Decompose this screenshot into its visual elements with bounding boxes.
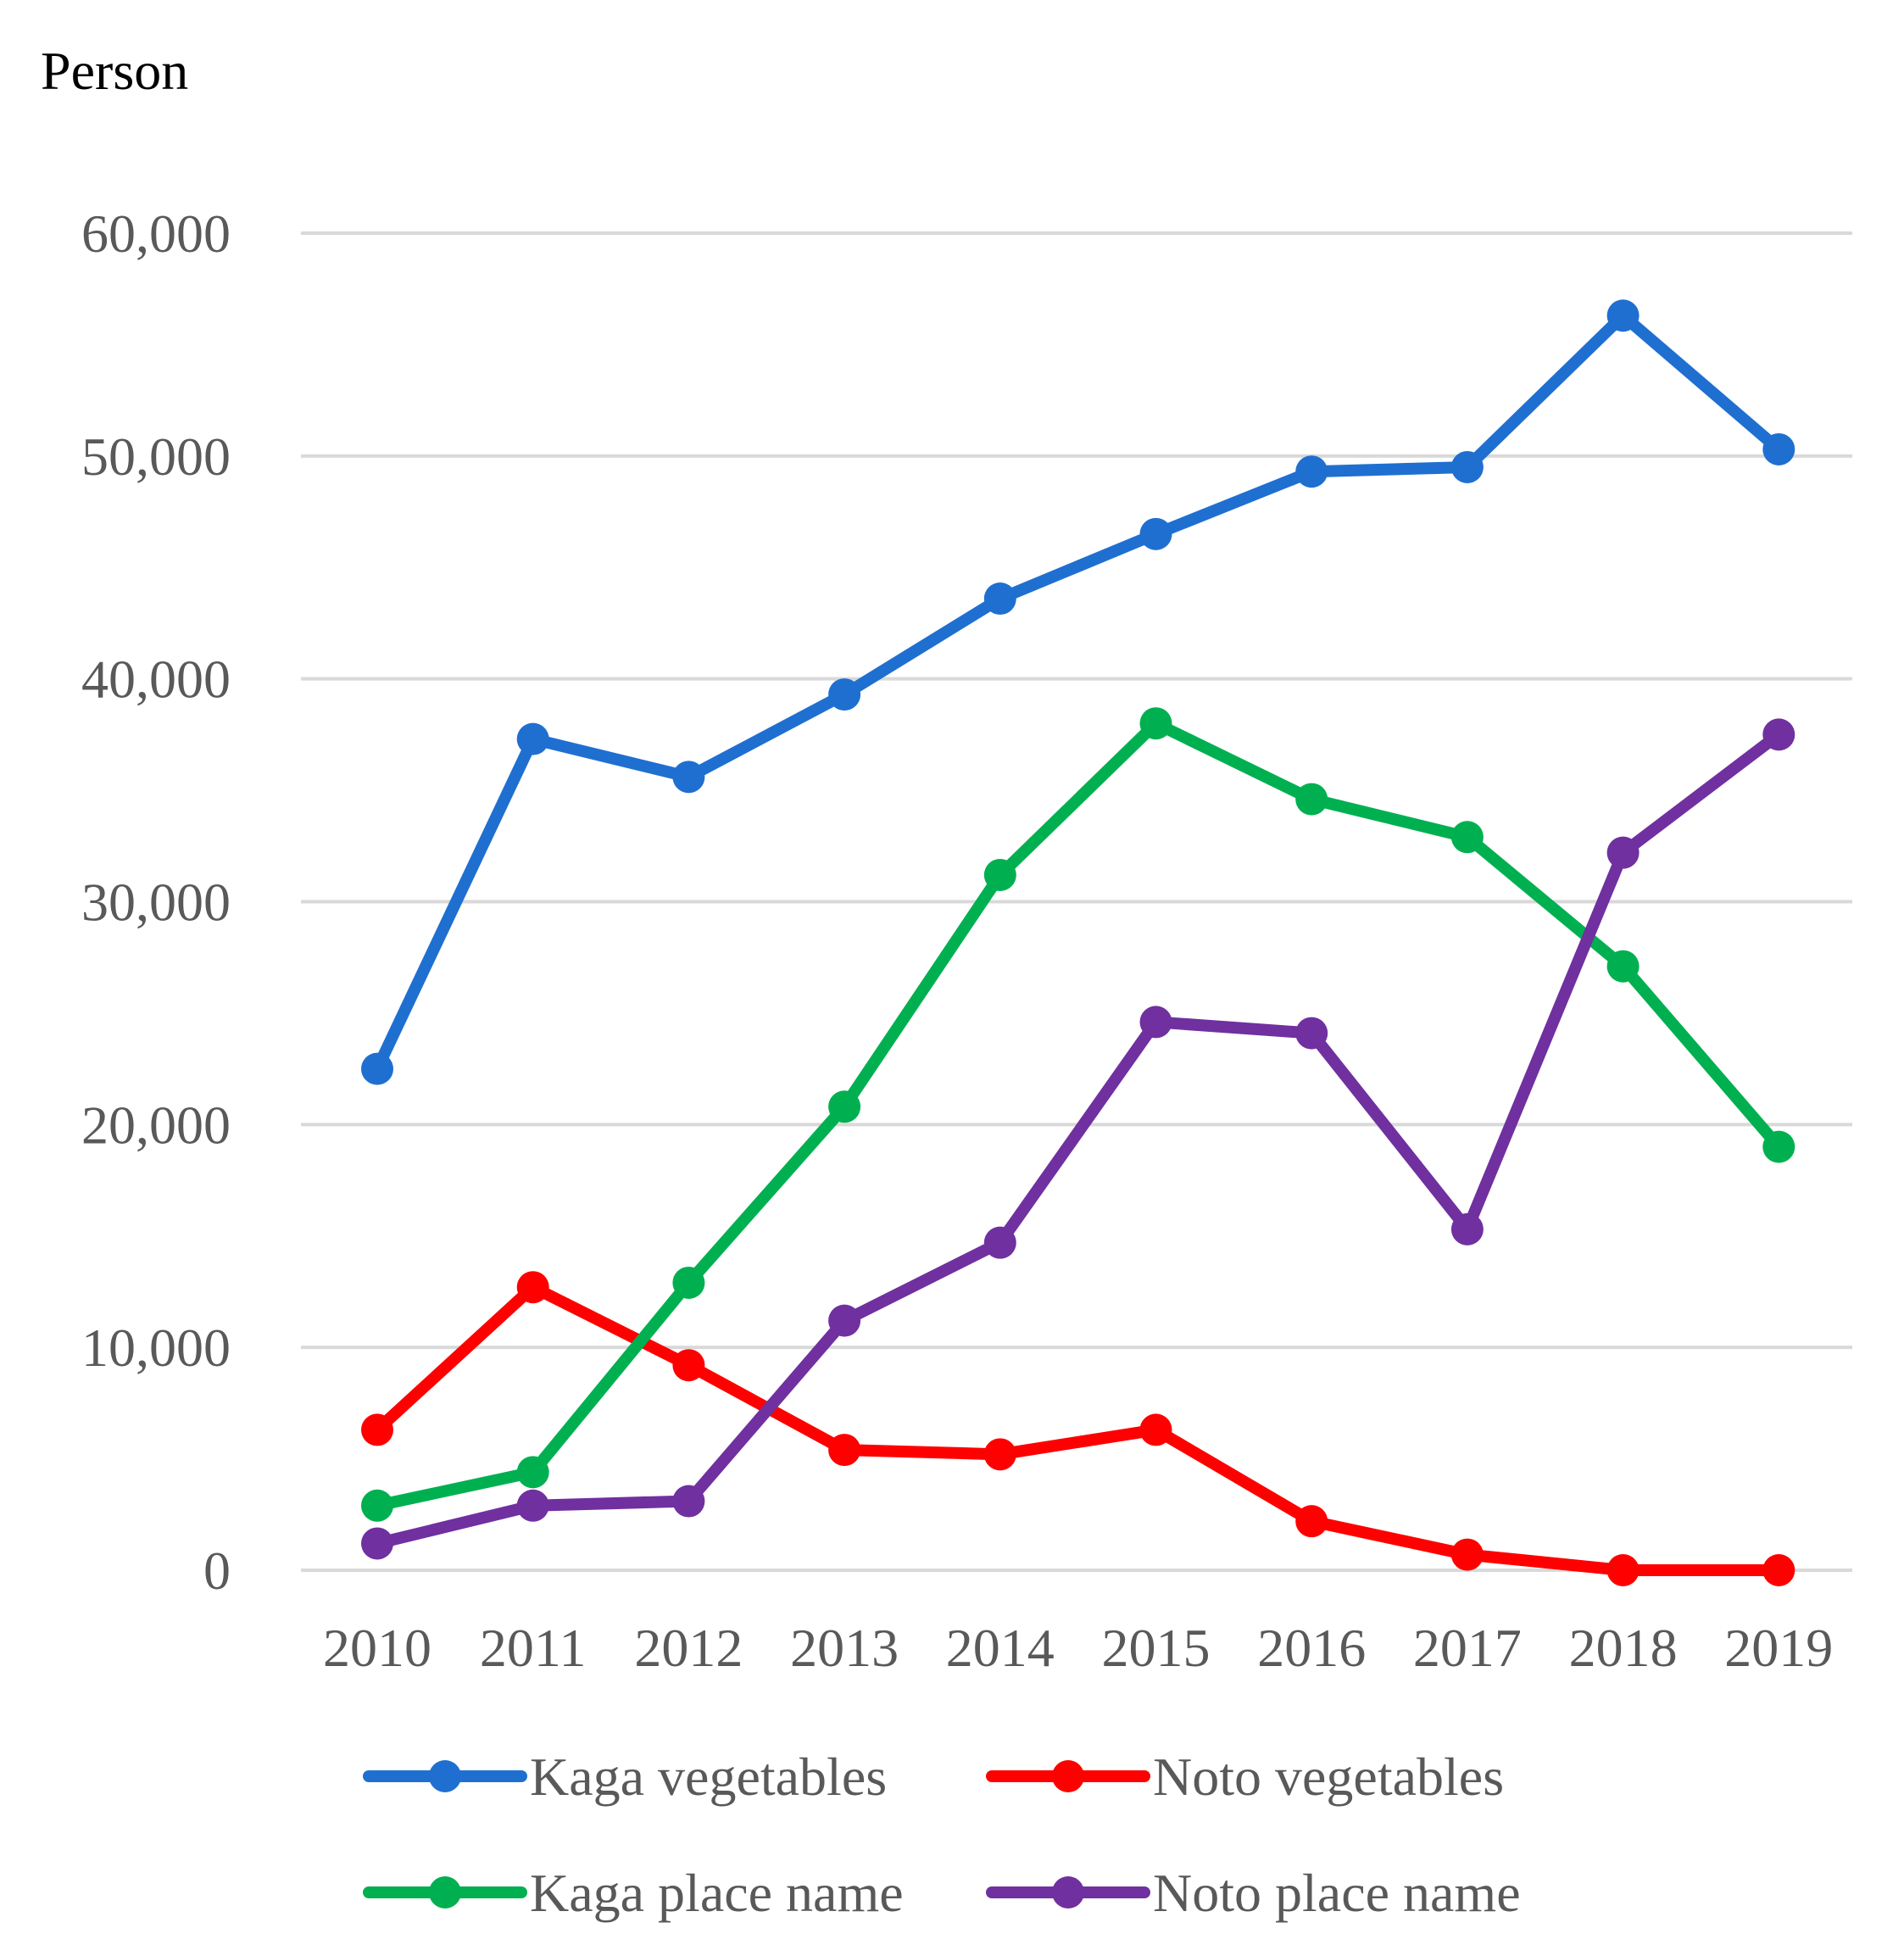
legend-item: Noto place name <box>986 1863 1521 1923</box>
data-point <box>828 678 861 711</box>
data-point <box>1139 707 1172 740</box>
x-axis-ticks: 2010 2011 2012 2013 2014 2015 2016 2017 2018 2019 <box>323 1618 1833 1678</box>
data-point <box>1450 1212 1484 1245</box>
x-tick-label: 2013 <box>790 1618 899 1678</box>
legend: Kaga vegetables Noto vegetables Kaga place… <box>363 1747 1521 1923</box>
data-point <box>516 722 549 755</box>
y-tick-label: 40,000 <box>81 649 231 710</box>
legend-item: Kaga place name <box>363 1863 904 1923</box>
data-point <box>1606 950 1640 983</box>
x-tick-label: 2012 <box>634 1618 743 1678</box>
data-point <box>1606 299 1640 332</box>
data-point <box>1606 836 1640 869</box>
legend-item: Kaga vegetables <box>363 1747 887 1807</box>
data-point <box>1295 1505 1328 1538</box>
y-tick-label: 10,000 <box>81 1318 231 1378</box>
data-point <box>361 1052 393 1085</box>
data-point <box>983 1438 1016 1471</box>
data-point <box>361 1413 393 1446</box>
series-line <box>371 1281 1785 1576</box>
data-point <box>983 1226 1016 1259</box>
y-tick-label: 0 <box>203 1541 231 1601</box>
x-tick-label: 2018 <box>1569 1618 1678 1678</box>
series-noto-vegetables <box>361 1271 1795 1586</box>
data-point <box>361 1527 393 1560</box>
data-point <box>1450 450 1484 483</box>
data-point <box>828 1090 861 1123</box>
data-point <box>1762 718 1795 751</box>
data-point <box>672 761 705 794</box>
grid-layer <box>301 231 1852 1572</box>
x-tick-label: 2010 <box>323 1618 431 1678</box>
y-tick-label: 60,000 <box>81 203 231 264</box>
y-tick-label: 50,000 <box>81 426 231 487</box>
data-point <box>983 582 1016 616</box>
data-point <box>1295 1017 1328 1050</box>
x-tick-label: 2017 <box>1413 1618 1522 1678</box>
series-line <box>371 309 1785 1075</box>
y-axis-label: Person <box>41 41 188 101</box>
data-point <box>1450 821 1484 854</box>
data-point <box>516 1489 549 1522</box>
series-kaga-vegetables <box>361 299 1795 1085</box>
legend-marker <box>1052 1876 1084 1909</box>
data-point <box>516 1271 549 1304</box>
data-point <box>361 1489 393 1522</box>
data-point <box>828 1434 861 1467</box>
data-point <box>1295 783 1328 816</box>
series-line <box>371 717 1785 1512</box>
x-tick-label: 2016 <box>1257 1618 1366 1678</box>
data-point <box>1295 455 1328 488</box>
data-point <box>516 1456 549 1489</box>
legend-label: Noto vegetables <box>1153 1747 1504 1807</box>
series-line <box>371 728 1785 1550</box>
legend-marker <box>429 1760 461 1792</box>
data-point <box>1139 1413 1172 1446</box>
legend-marker <box>429 1876 461 1909</box>
data-point <box>672 1485 705 1518</box>
x-tick-label: 2015 <box>1102 1618 1211 1678</box>
data-point <box>1139 517 1172 550</box>
data-point <box>672 1349 705 1382</box>
data-point <box>1762 1554 1795 1586</box>
series-layer <box>361 299 1795 1586</box>
x-tick-label: 2014 <box>946 1618 1055 1678</box>
y-tick-label: 20,000 <box>81 1095 231 1155</box>
x-tick-label: 2011 <box>480 1618 587 1678</box>
series-kaga-place-name <box>361 707 1795 1522</box>
legend-item: Noto vegetables <box>986 1747 1504 1807</box>
legend-label: Kaga vegetables <box>530 1747 887 1807</box>
data-point <box>1762 432 1795 465</box>
data-point <box>1762 1130 1795 1163</box>
y-axis-ticks: 0 10,000 20,000 30,000 40,000 50,000 60,000 <box>81 203 231 1601</box>
data-point <box>672 1266 705 1299</box>
series-noto-place-name <box>361 718 1795 1560</box>
legend-label: Noto place name <box>1153 1863 1521 1923</box>
data-point <box>983 858 1016 891</box>
x-tick-label: 2019 <box>1724 1618 1833 1678</box>
legend-marker <box>1052 1760 1084 1792</box>
legend-label: Kaga place name <box>530 1863 904 1923</box>
data-point <box>1139 1006 1172 1039</box>
data-point <box>828 1304 861 1337</box>
y-tick-label: 30,000 <box>81 872 231 933</box>
data-point <box>1606 1554 1640 1586</box>
data-point <box>1450 1538 1484 1571</box>
